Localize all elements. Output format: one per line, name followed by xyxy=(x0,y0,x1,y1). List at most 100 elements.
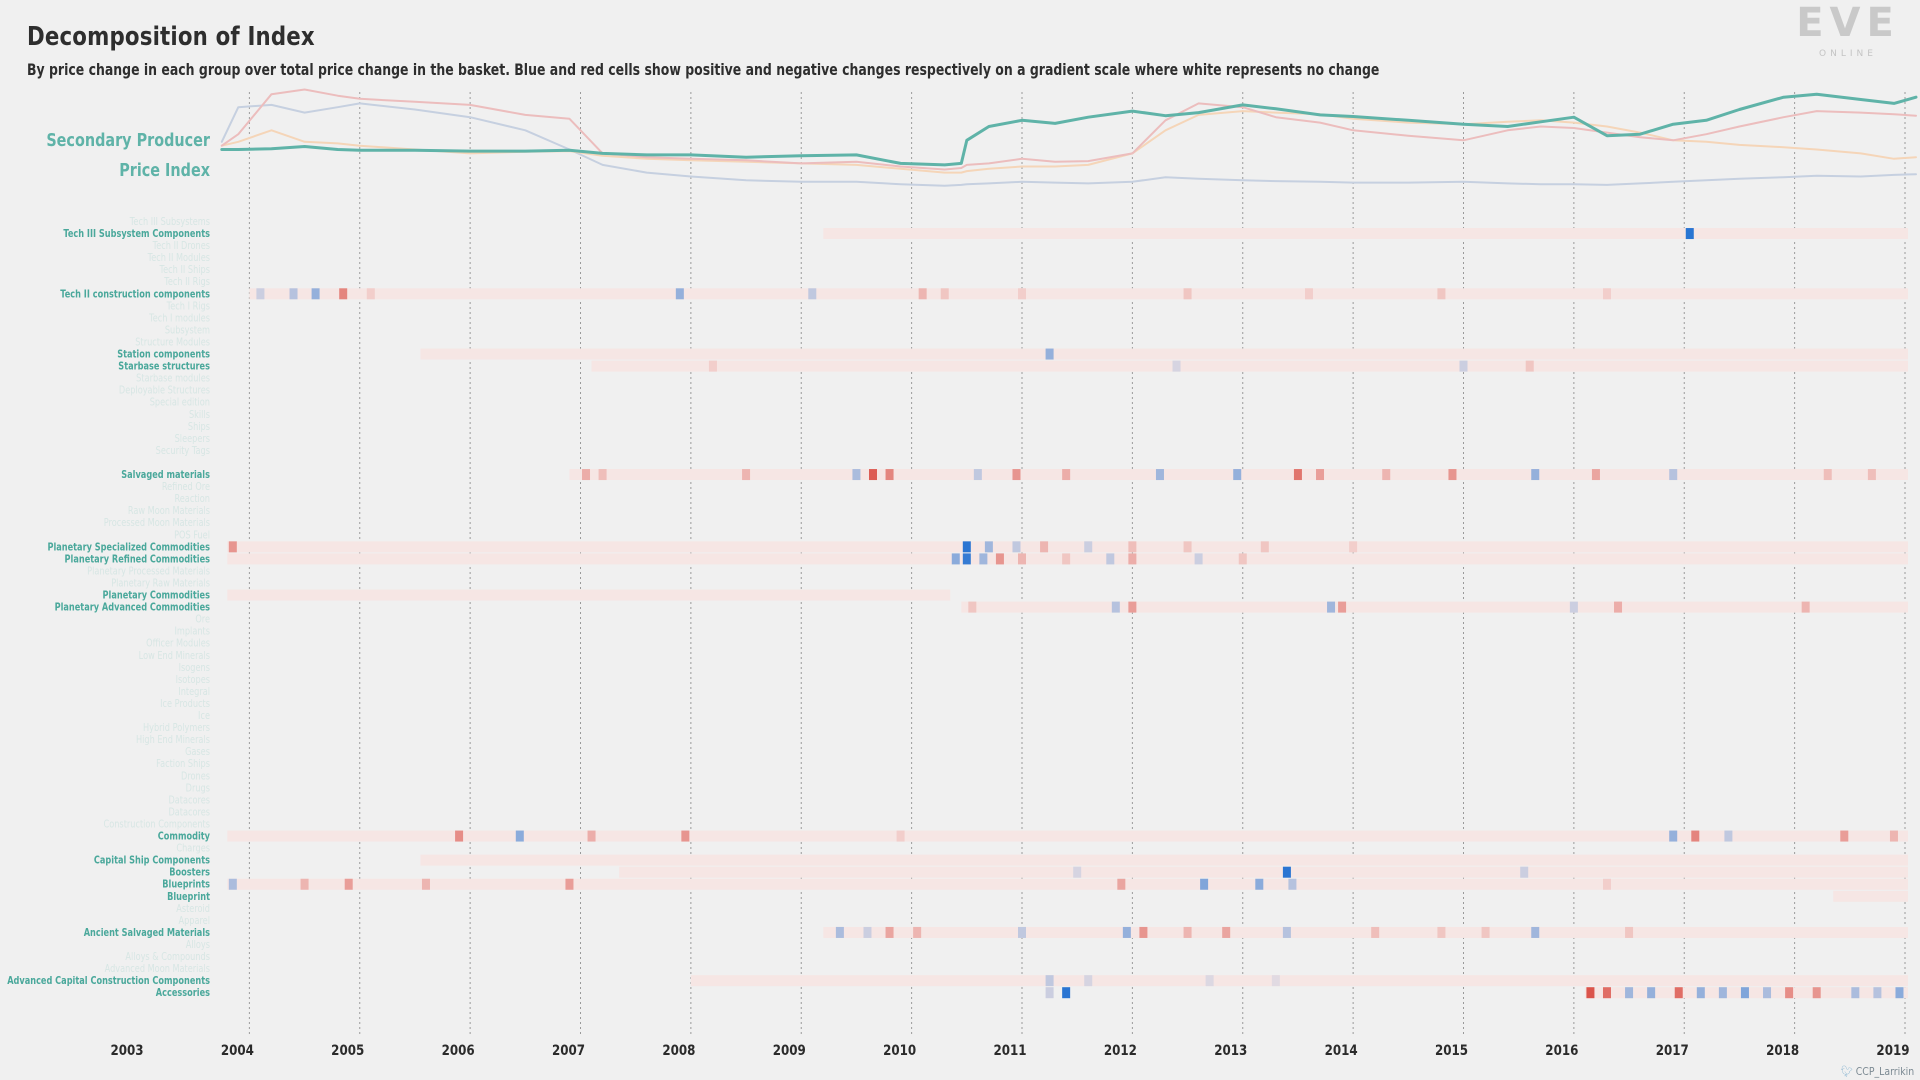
heatmap-cell xyxy=(1183,926,1192,938)
heatmap-row-band xyxy=(227,878,1908,890)
heatmap-row-label: Processed Moon Materials xyxy=(104,517,210,529)
heatmap-cell xyxy=(598,469,607,481)
heatmap-row-label: Deployable Structures xyxy=(119,385,210,397)
heatmap-row-label: Security Tags xyxy=(156,445,210,457)
heatmap-row-label: Commodity xyxy=(158,831,210,843)
index-series-line xyxy=(220,88,1917,171)
heatmap-row-label: Capital Ship Components xyxy=(94,855,210,867)
heatmap-cell xyxy=(1293,469,1302,481)
heatmap-cell xyxy=(582,469,591,481)
heatmap-cell xyxy=(1062,469,1071,481)
heatmap-cell xyxy=(289,288,298,300)
heatmap-cell xyxy=(973,469,982,481)
heatmap-row-label: Tech III Subsystems xyxy=(129,216,210,228)
heatmap-cell xyxy=(1062,553,1071,565)
heatmap-cell xyxy=(951,553,960,565)
heatmap-row-label: Tech III Subsystem Components xyxy=(63,228,210,240)
heatmap-cell xyxy=(1437,926,1446,938)
heatmap-row-label: Isogens xyxy=(179,662,210,674)
heatmap-cell xyxy=(1669,830,1678,842)
heatmap-row-label: Tech II Ships xyxy=(159,264,210,276)
heatmap-row-label: Starbase structures xyxy=(118,361,210,373)
heatmap-cell xyxy=(1625,987,1634,999)
heatmap-cell xyxy=(1685,228,1694,240)
heatmap-cell xyxy=(1602,987,1611,999)
heatmap-row-label: Construction Components xyxy=(104,819,211,831)
heatmap-row-label: Apparel xyxy=(179,915,210,927)
heatmap-cell xyxy=(1647,987,1656,999)
heatmap-cell xyxy=(1139,926,1148,938)
heatmap-cell xyxy=(1889,830,1898,842)
heatmap-cell xyxy=(885,469,894,481)
heatmap-cell xyxy=(1128,553,1137,565)
x-tick-label: 2007 xyxy=(552,1043,585,1059)
heatmap-cell xyxy=(885,926,894,938)
heatmap-row-band xyxy=(690,975,1908,987)
heatmap-cell xyxy=(1282,926,1291,938)
heatmap-cell xyxy=(863,926,872,938)
heatmap-row-label: Tech I modules xyxy=(148,312,210,324)
heatmap-cell xyxy=(1012,469,1021,481)
heatmap-row-label: Planetary Specialized Commodities xyxy=(47,541,210,553)
x-tick-label: 2009 xyxy=(773,1043,806,1059)
heatmap-cell xyxy=(984,541,993,553)
x-tick-label: 2006 xyxy=(442,1043,475,1059)
heatmap-row-label: Advanced Moon Materials xyxy=(105,963,210,975)
index-series-line xyxy=(220,102,1917,187)
heatmap-cell xyxy=(1073,866,1082,878)
heatmap-row-band xyxy=(420,854,1908,866)
heatmap-row-label: Tech I Rigs xyxy=(166,300,210,312)
heatmap-cell xyxy=(1271,975,1280,987)
heatmap-cell xyxy=(1873,987,1882,999)
heatmap-row-band xyxy=(619,866,1908,878)
twitter-credit: 🐦︎ CCP_Larrikin xyxy=(1841,1065,1914,1078)
heatmap-row-label: Tech II construction components xyxy=(60,288,210,300)
heatmap-cell xyxy=(742,469,751,481)
heatmap-cell xyxy=(1045,987,1054,999)
heatmap-row-band xyxy=(823,228,1909,240)
heatmap-row-band xyxy=(227,541,1908,553)
heatmap-cell xyxy=(565,878,574,890)
heatmap-row-label: Asteroid xyxy=(176,903,210,915)
heatmap-cell xyxy=(1122,926,1131,938)
heatmap-cell xyxy=(366,288,375,300)
heatmap-row-band xyxy=(591,360,1908,372)
x-tick-label: 2013 xyxy=(1214,1043,1247,1059)
x-tick-label: 2018 xyxy=(1766,1043,1799,1059)
heatmap-row-label: Skills xyxy=(189,409,210,421)
heatmap-cell xyxy=(1111,601,1120,613)
heatmap-row-label: Refined Ore xyxy=(162,481,210,493)
heatmap-row-label: Drugs xyxy=(186,782,210,794)
heatmap-cell xyxy=(1718,987,1727,999)
heatmap-row-label: Structure Modules xyxy=(135,337,210,349)
heatmap-cell xyxy=(1851,987,1860,999)
heatmap-cell xyxy=(1349,541,1358,553)
x-tick-label: 2008 xyxy=(662,1043,695,1059)
heatmap-cell xyxy=(681,830,690,842)
heatmap-cell xyxy=(1481,926,1490,938)
heatmap-cell xyxy=(1062,987,1071,999)
heatmap-cell xyxy=(1614,601,1623,613)
heatmap-cell xyxy=(1084,541,1093,553)
heatmap-row-label: Hybrid Polymers xyxy=(143,722,210,734)
heatmap-cell xyxy=(1183,288,1192,300)
heatmap-cell xyxy=(1183,541,1192,553)
chart-subtitle: By price change in each group over total… xyxy=(27,60,1380,79)
svg-text:ONLINE: ONLINE xyxy=(1819,49,1877,59)
heatmap-cell xyxy=(1084,975,1093,987)
heatmap-cell xyxy=(1696,987,1705,999)
heatmap-cell xyxy=(1895,987,1904,999)
heatmap-row-label: Sleepers xyxy=(175,433,210,445)
heatmap-cell xyxy=(1785,987,1794,999)
heatmap-cell xyxy=(1740,987,1749,999)
heatmap-row-band xyxy=(823,926,1909,938)
heatmap-cell xyxy=(1602,878,1611,890)
heatmap-cell xyxy=(587,830,596,842)
heatmap-cell xyxy=(1531,469,1540,481)
x-tick-label: 2003 xyxy=(110,1043,143,1059)
x-tick-label: 2005 xyxy=(331,1043,364,1059)
heatmap-cell xyxy=(1763,987,1772,999)
index-series-line xyxy=(220,110,1917,174)
heatmap-cell xyxy=(868,469,877,481)
